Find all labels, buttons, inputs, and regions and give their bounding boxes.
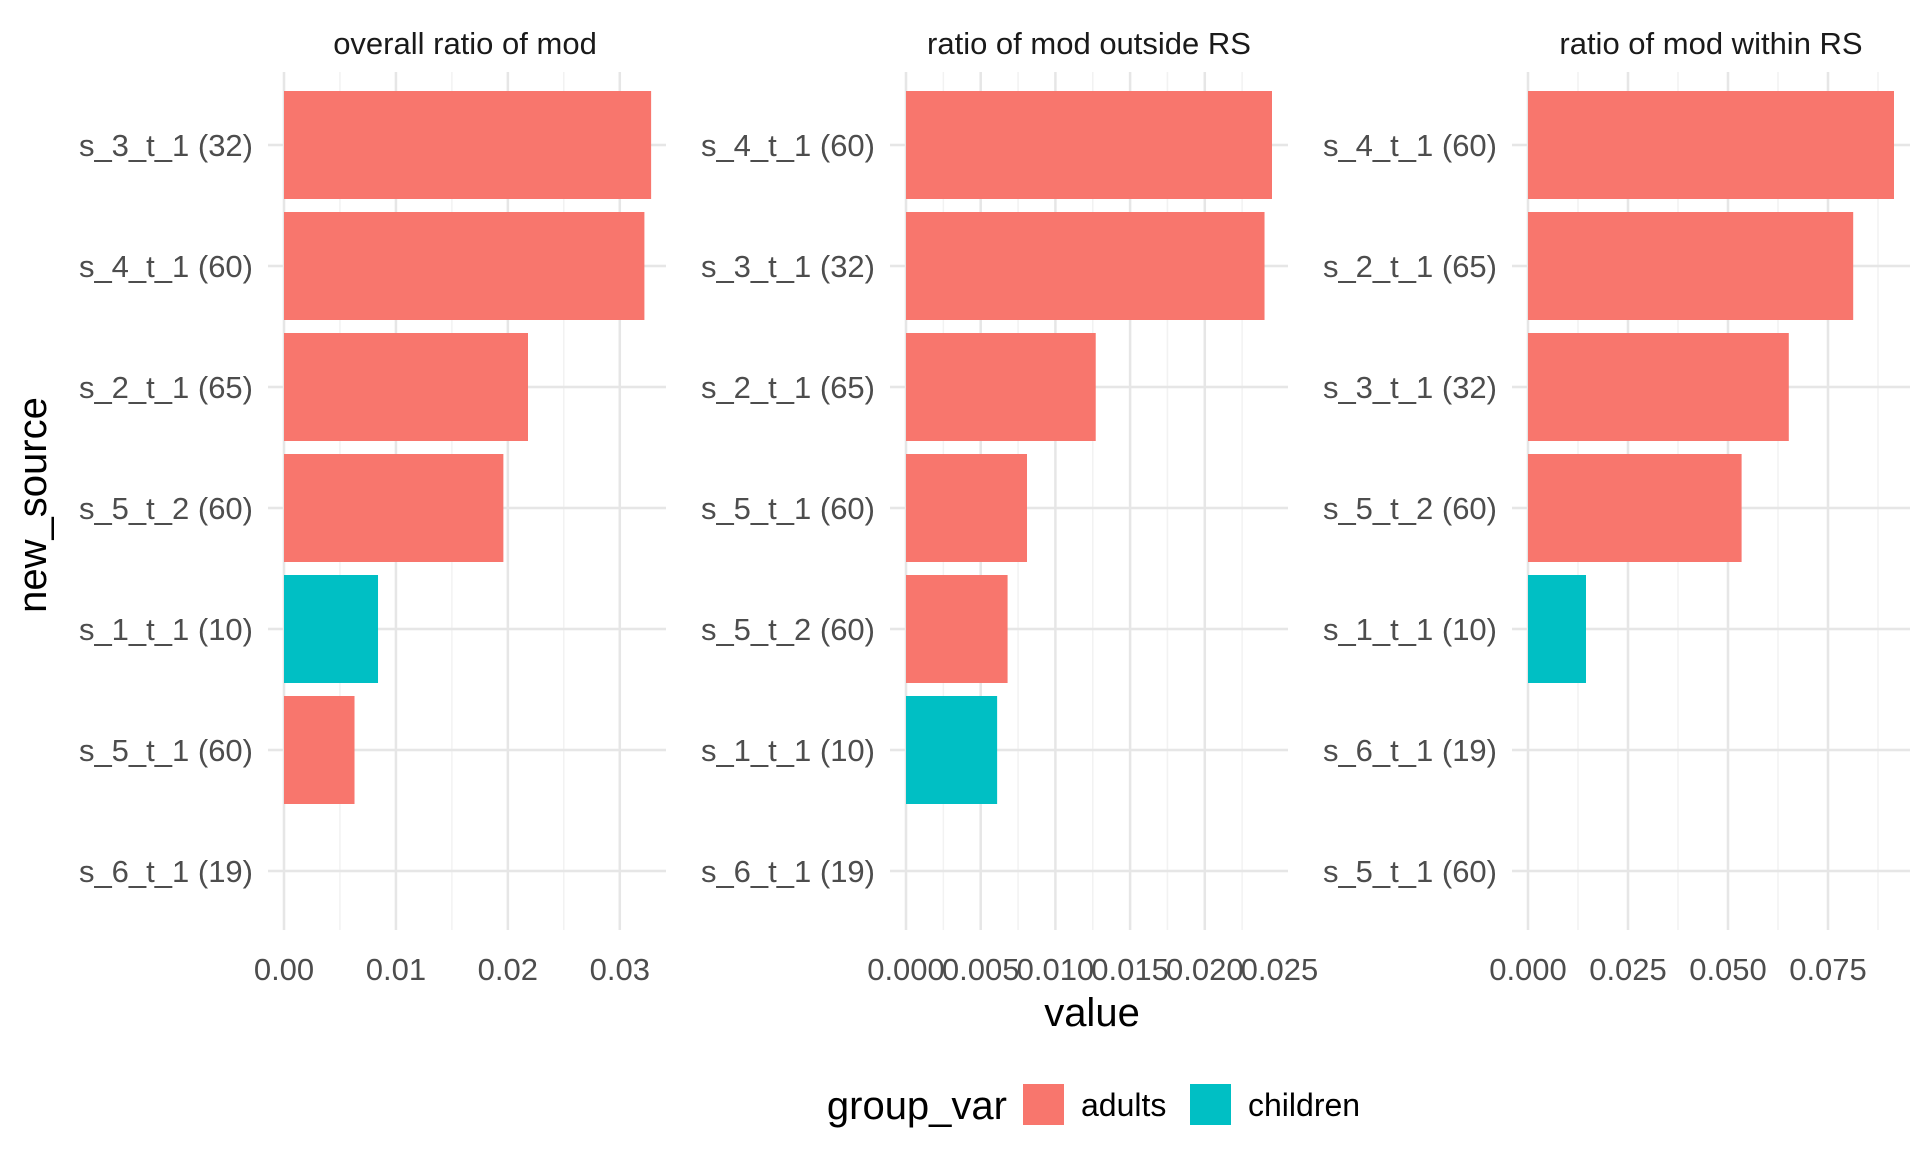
panel-2: ratio of mod outside RS s_4_t_1 (60) s_3_t… [701, 26, 1318, 987]
y-tick-label: s_4_t_1 (60) [701, 128, 875, 163]
x-tick-label: 0.01 [366, 952, 426, 987]
y-tick-label: s_1_t_1 (10) [701, 733, 875, 768]
y-tick-label: s_1_t_1 (10) [79, 612, 253, 647]
x-axis-title: value [1044, 991, 1140, 1035]
x-tick-label: 0.005 [942, 952, 1020, 987]
y-tick-label: s_5_t_1 (60) [79, 733, 253, 768]
y-tick-label: s_3_t_1 (32) [79, 128, 253, 163]
y-tick-label: s_5_t_1 (60) [701, 491, 875, 526]
y-tick-label: s_5_t_2 (60) [79, 491, 253, 526]
x-tick-label: 0.020 [1166, 952, 1244, 987]
bar [1528, 91, 1894, 199]
panel-title: ratio of mod outside RS [927, 26, 1251, 61]
legend-label: adults [1081, 1087, 1166, 1123]
x-tick-label: 0.03 [590, 952, 650, 987]
panel-1: overall ratio of mod s_3_t_1 (32) s_4_t_1 … [79, 26, 666, 987]
chart-panels: overall ratio of mod s_3_t_1 (32) s_4_t_1 … [79, 26, 1910, 987]
bar [906, 333, 1096, 441]
bar [1528, 212, 1854, 320]
x-tick-label: 0.050 [1689, 952, 1767, 987]
x-tick-label: 0.000 [1489, 952, 1567, 987]
x-tick-label: 0.025 [1589, 952, 1667, 987]
bar [284, 333, 528, 441]
bar [284, 212, 645, 320]
x-tick-label: 0.010 [1017, 952, 1095, 987]
bar [906, 212, 1265, 320]
y-tick-label: s_5_t_2 (60) [1323, 491, 1497, 526]
legend-swatch [1023, 1084, 1064, 1125]
bar [284, 454, 504, 562]
bar [906, 91, 1272, 199]
y-tick-label: s_4_t_1 (60) [1323, 128, 1497, 163]
legend-items: adults children [1023, 1084, 1360, 1125]
legend-title: group_var [827, 1084, 1007, 1128]
x-tick-label: 0.025 [1241, 952, 1319, 987]
y-tick-label: s_6_t_1 (19) [1323, 733, 1497, 768]
y-tick-label: s_3_t_1 (32) [701, 249, 875, 284]
legend-swatch [1190, 1084, 1231, 1125]
legend-item-children: children [1190, 1084, 1360, 1125]
y-tick-label: s_5_t_1 (60) [1323, 854, 1497, 889]
x-tick-label: 0.00 [254, 952, 314, 987]
y-axis-title: new_source [11, 397, 55, 613]
legend-label: children [1248, 1087, 1360, 1123]
bar [1528, 333, 1789, 441]
panel-3: ratio of mod within RS s_4_t_1 (60) s_2_t_… [1323, 26, 1910, 987]
x-tick-label: 0.02 [478, 952, 538, 987]
x-tick-label: 0.015 [1091, 952, 1169, 987]
x-tick-label: 0.075 [1789, 952, 1867, 987]
bar [1528, 575, 1586, 683]
bar [906, 575, 1008, 683]
panel-title: overall ratio of mod [333, 26, 597, 61]
y-tick-label: s_2_t_1 (65) [701, 370, 875, 405]
y-tick-label: s_4_t_1 (60) [79, 249, 253, 284]
bar [1528, 454, 1742, 562]
panel-title: ratio of mod within RS [1559, 26, 1862, 61]
bar [906, 454, 1028, 562]
legend-item-adults: adults [1023, 1084, 1166, 1125]
y-tick-label: s_2_t_1 (65) [1323, 249, 1497, 284]
y-tick-label: s_5_t_2 (60) [701, 612, 875, 647]
y-tick-label: s_2_t_1 (65) [79, 370, 253, 405]
y-tick-label: s_3_t_1 (32) [1323, 370, 1497, 405]
legend: group_var adults children [827, 1084, 1360, 1128]
y-tick-label: s_1_t_1 (10) [1323, 612, 1497, 647]
y-tick-label: s_6_t_1 (19) [79, 854, 253, 889]
bar [284, 91, 652, 199]
bar [284, 575, 379, 683]
x-tick-label: 0.000 [867, 952, 945, 987]
y-tick-label: s_6_t_1 (19) [701, 854, 875, 889]
bar [284, 696, 355, 804]
bar [906, 696, 998, 804]
